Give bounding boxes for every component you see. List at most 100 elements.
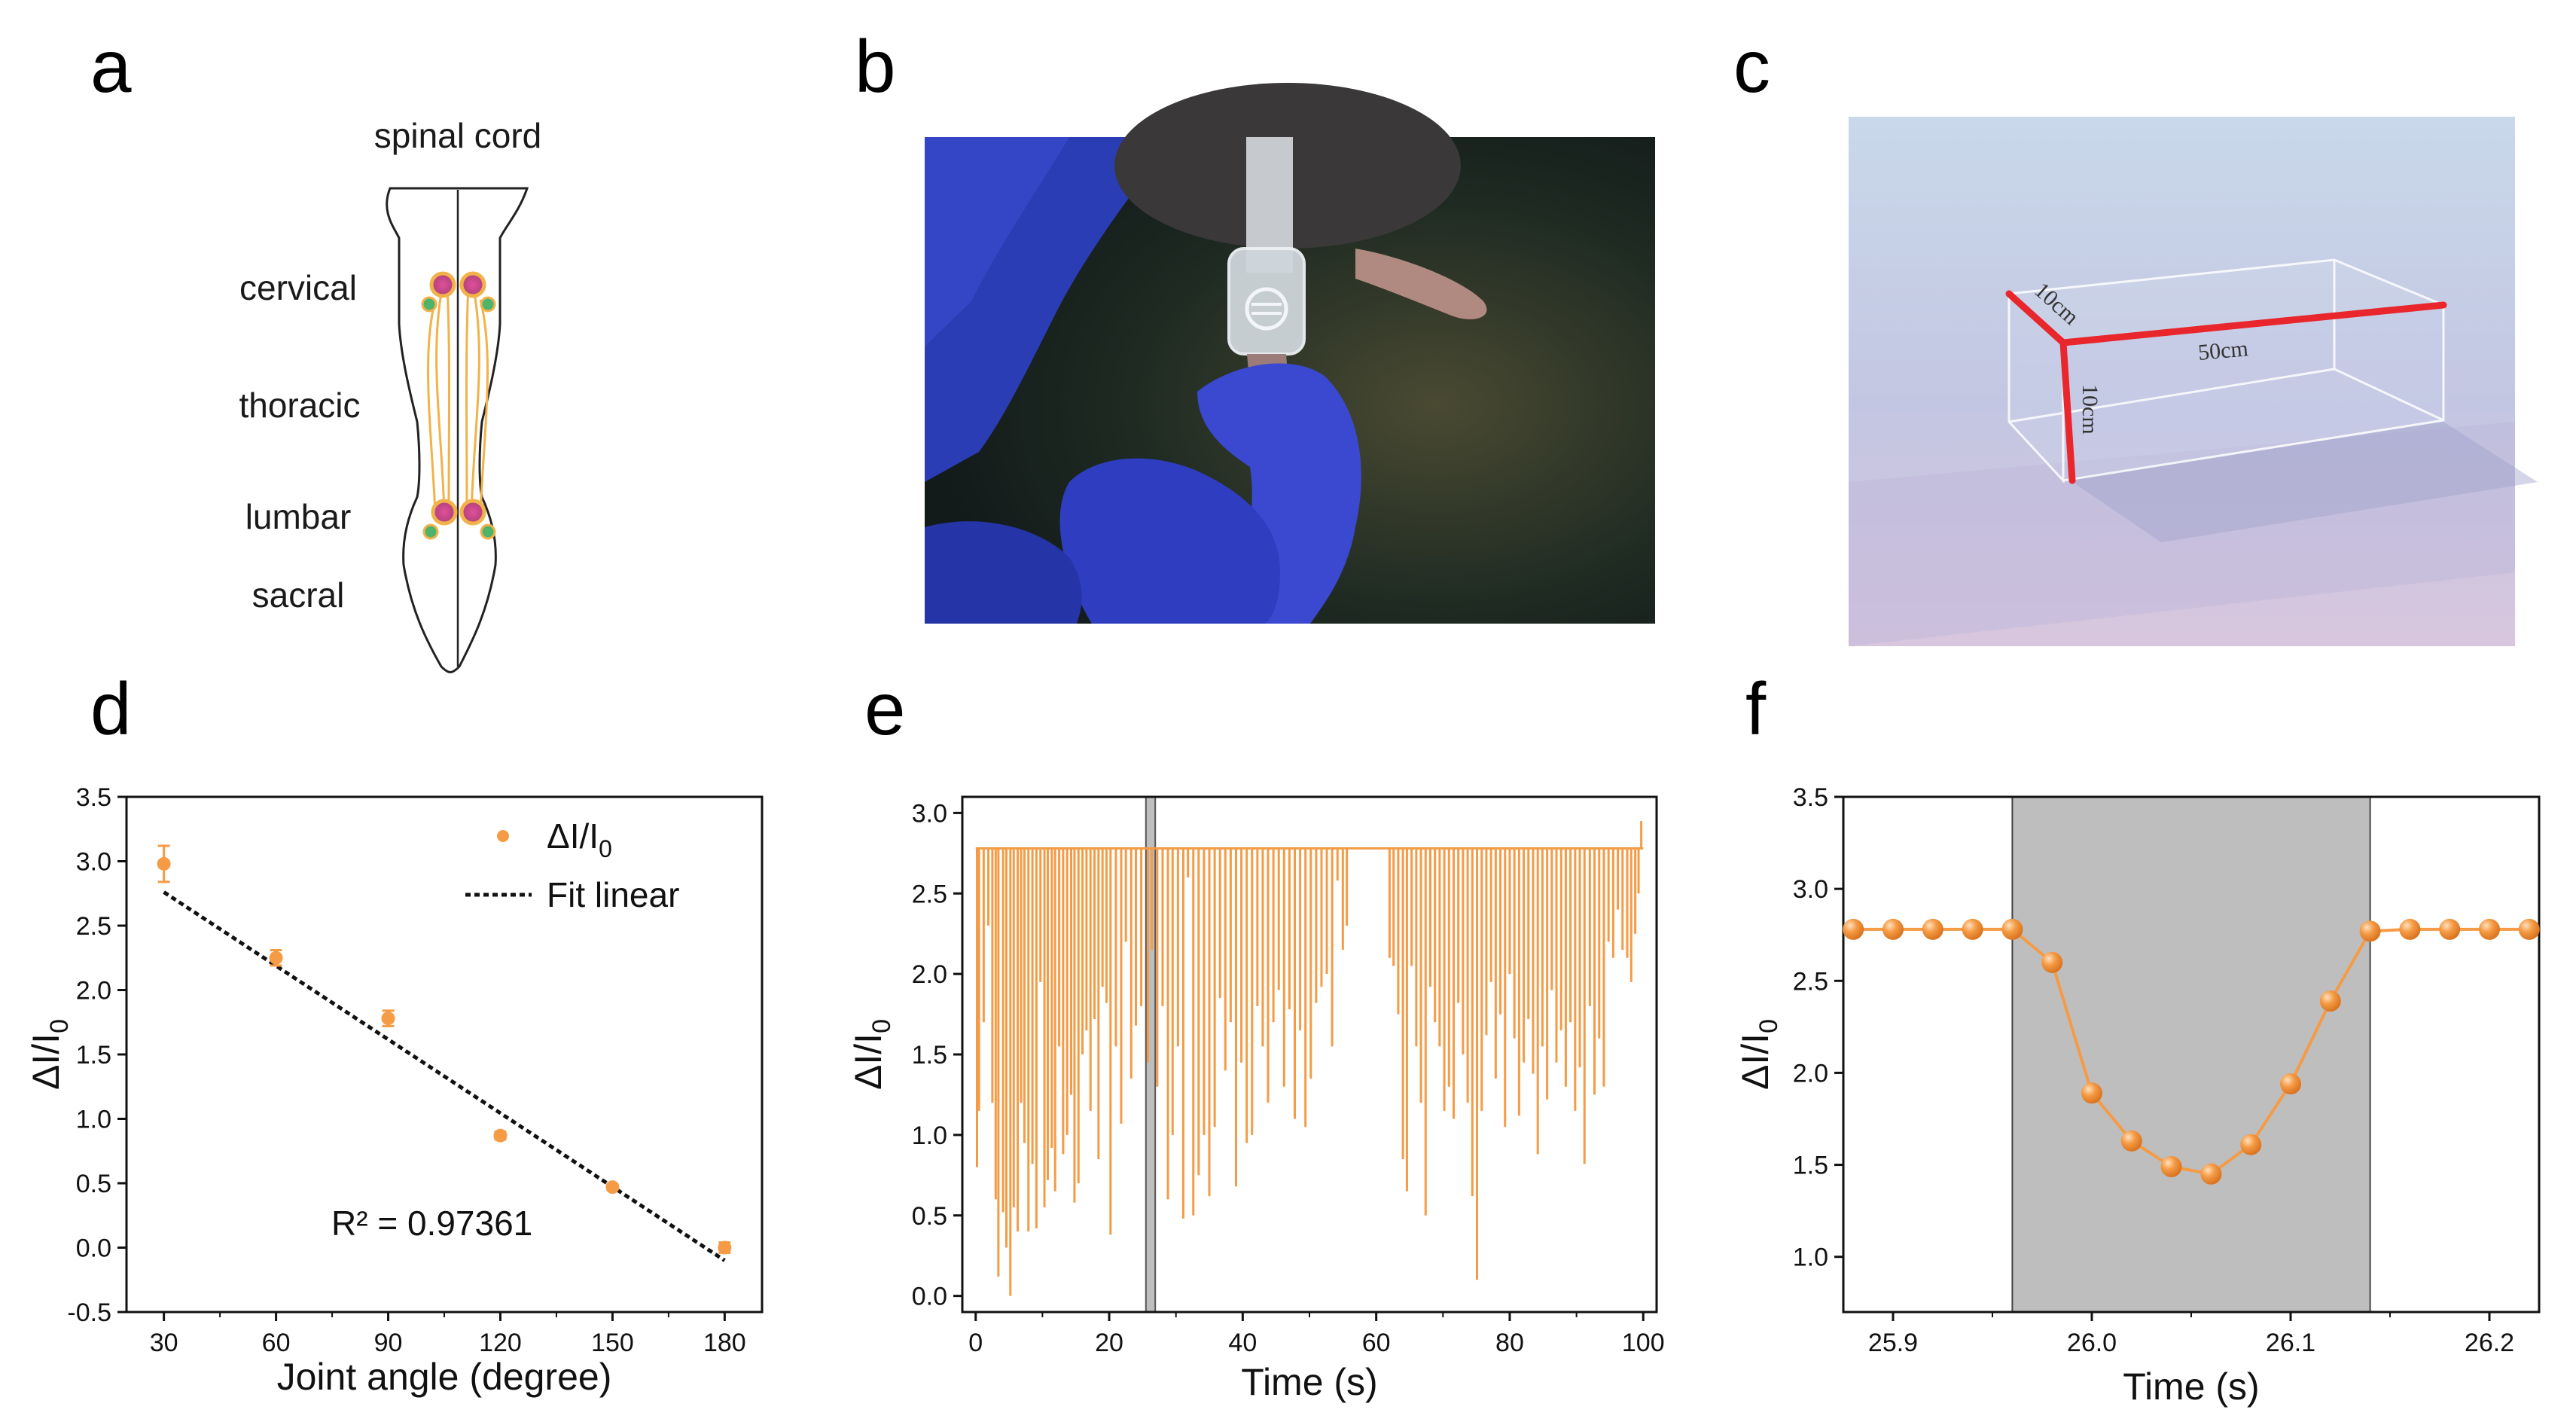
panel-label-c: c	[1733, 25, 1770, 108]
chart-d-ytick-label: 1.5	[76, 1041, 111, 1070]
chart-d-xtick-label: 180	[703, 1329, 746, 1357]
chart-d-ytick-label: 3.0	[76, 848, 111, 877]
chart-d-ylabel: ΔI/I0	[25, 1019, 74, 1090]
dimension-lines	[2005, 290, 2447, 484]
chart-d-point	[157, 856, 171, 871]
chart-e-ytick-label: 2.0	[912, 960, 947, 989]
chart-f-point	[2518, 918, 2540, 940]
chart-d-ytick-label: 2.0	[76, 977, 111, 1005]
open-field-box-render: 10cm 50cm 10cm	[1849, 117, 2538, 646]
chart-d-point	[381, 1012, 395, 1026]
chart-e-xlabel: Time (s)	[1241, 1361, 1377, 1403]
chart-d-xtick-label: 60	[262, 1329, 291, 1357]
chart-f-point	[2439, 918, 2461, 940]
chart-f-point	[1882, 918, 1904, 940]
chart-f-point	[2399, 918, 2421, 940]
chart-f-point	[2479, 918, 2500, 940]
chart-e-ytick-label: 0.0	[912, 1283, 947, 1311]
chart-e-ytick-label: 3.0	[912, 799, 947, 828]
chart-f-ytick-label: 3.0	[1793, 875, 1828, 904]
chart-f-point	[2280, 1073, 2301, 1095]
chart-e-ytick-label: 0.5	[912, 1202, 947, 1231]
chart-f-point	[2359, 920, 2381, 942]
chart-e-xtick-label: 0	[968, 1329, 983, 1357]
chart-f-xtick-label: 25.9	[1868, 1329, 1918, 1357]
chart-e-xtick-label: 20	[1095, 1329, 1123, 1357]
chart-f-point	[1962, 918, 1983, 940]
chart-f: 1.0 1.5 2.0 2.5 3.0 3.5 25.9 26.0 26.1 26.2 Time (…	[1734, 783, 2541, 1408]
region-thoracic: thoracic	[239, 386, 360, 425]
region-lumbar: lumbar	[245, 497, 352, 536]
chart-f-point	[2319, 990, 2341, 1012]
chart-e-xtick-label: 60	[1362, 1329, 1391, 1357]
spinal-cord-title: spinal cord	[374, 116, 541, 155]
chart-d-point	[605, 1180, 620, 1195]
panel-label-d: d	[90, 667, 132, 750]
chart-e-xtick-label: 40	[1228, 1329, 1257, 1357]
region-cervical: cervical	[239, 268, 357, 307]
chart-e-ytick-label: 1.0	[912, 1121, 947, 1150]
chart-d-xtick-label: 150	[591, 1329, 634, 1357]
chart-d-point	[718, 1240, 732, 1255]
chart-d-ytick-label: 1.0	[76, 1106, 111, 1134]
glove-finger-top	[1197, 363, 1361, 624]
box-shadow	[2067, 422, 2538, 542]
chart-d: -0.5 0.0 0.5 1.0 1.5 2.0 2.5 3.0 3.5 30 60 90 120 150…	[25, 783, 764, 1398]
chart-f-shaded-region	[2011, 796, 2371, 1313]
chart-f-point	[2240, 1134, 2262, 1155]
chart-d-ytick-label: 2.5	[76, 912, 111, 941]
chart-f-ytick-label: 2.5	[1793, 967, 1828, 996]
chart-d-point	[269, 951, 283, 965]
chart-f-ytick-label: 1.0	[1793, 1243, 1828, 1272]
chart-e-xtick-label: 80	[1495, 1329, 1524, 1357]
chart-e-xtick-label: 100	[1622, 1329, 1665, 1357]
dim-height-label: 10cm	[2078, 384, 2102, 435]
chart-d-fit-line	[163, 890, 726, 1262]
chart-d-xlabel: Joint angle (degree)	[277, 1356, 612, 1398]
chart-f-point	[2081, 1082, 2102, 1104]
panel-label-b: b	[855, 25, 896, 108]
chart-d-legend-marker	[497, 830, 509, 842]
chart-f-ytick-label: 3.5	[1793, 783, 1828, 812]
dim-length-label: 50cm	[2197, 336, 2249, 365]
chart-d-xtick-label: 30	[150, 1329, 178, 1357]
chart-f-point	[1922, 918, 1943, 940]
chart-f-ytick-label: 1.5	[1793, 1152, 1828, 1180]
chart-d-ytick-label: 3.5	[76, 783, 111, 812]
chart-d-xtick-label: 90	[374, 1329, 403, 1357]
chart-f-ylabel: ΔI/I0	[1734, 1019, 1783, 1090]
panel-label-f: f	[1745, 667, 1767, 750]
chart-f-ytick-label: 2.0	[1793, 1059, 1828, 1088]
chart-d-legend-fit: Fit linear	[547, 875, 679, 914]
chart-f-point	[2001, 918, 2023, 940]
lumbar-neurons	[422, 499, 496, 540]
cervical-neurons	[421, 271, 496, 313]
chart-d-legend-series: ΔI/I0	[547, 816, 612, 862]
chart-d-ytick-label: 0.5	[76, 1170, 111, 1198]
chart-e-ytick-label: 2.5	[912, 880, 947, 908]
chart-f-xtick-label: 26.1	[2266, 1329, 2315, 1357]
chart-f-point	[2041, 951, 2063, 973]
panel-label-e: e	[864, 667, 906, 750]
chart-e-ytick-label: 1.5	[912, 1041, 947, 1070]
box-wireframe	[2006, 258, 2445, 484]
chart-f-xlabel: Time (s)	[2123, 1365, 2259, 1408]
chart-f-point	[2160, 1156, 2182, 1178]
chart-f-xtick-label: 26.2	[2465, 1329, 2514, 1357]
chart-d-ytick-label: 0.0	[76, 1234, 111, 1263]
chart-e-ylabel: ΔI/I0	[847, 1019, 896, 1090]
chart-f-point	[2200, 1163, 2222, 1185]
region-sacral: sacral	[252, 575, 345, 615]
chart-d-ytick-label: -0.5	[67, 1298, 111, 1327]
glove-finger-bottom	[1059, 458, 1280, 624]
spinal-cord-diagram: spinal cord cervical thoracic lumbar sac…	[239, 116, 541, 673]
sensor-patch	[1227, 247, 1306, 355]
chart-f-xtick-label: 26.0	[2067, 1329, 2117, 1357]
chart-d-r2-label: R² = 0.97361	[331, 1204, 532, 1243]
sensor-photo	[925, 83, 1655, 624]
panel-label-a: a	[90, 25, 132, 108]
neuron-fibers	[427, 284, 489, 513]
chart-f-point	[2120, 1130, 2142, 1152]
chart-f-point	[1843, 918, 1864, 940]
